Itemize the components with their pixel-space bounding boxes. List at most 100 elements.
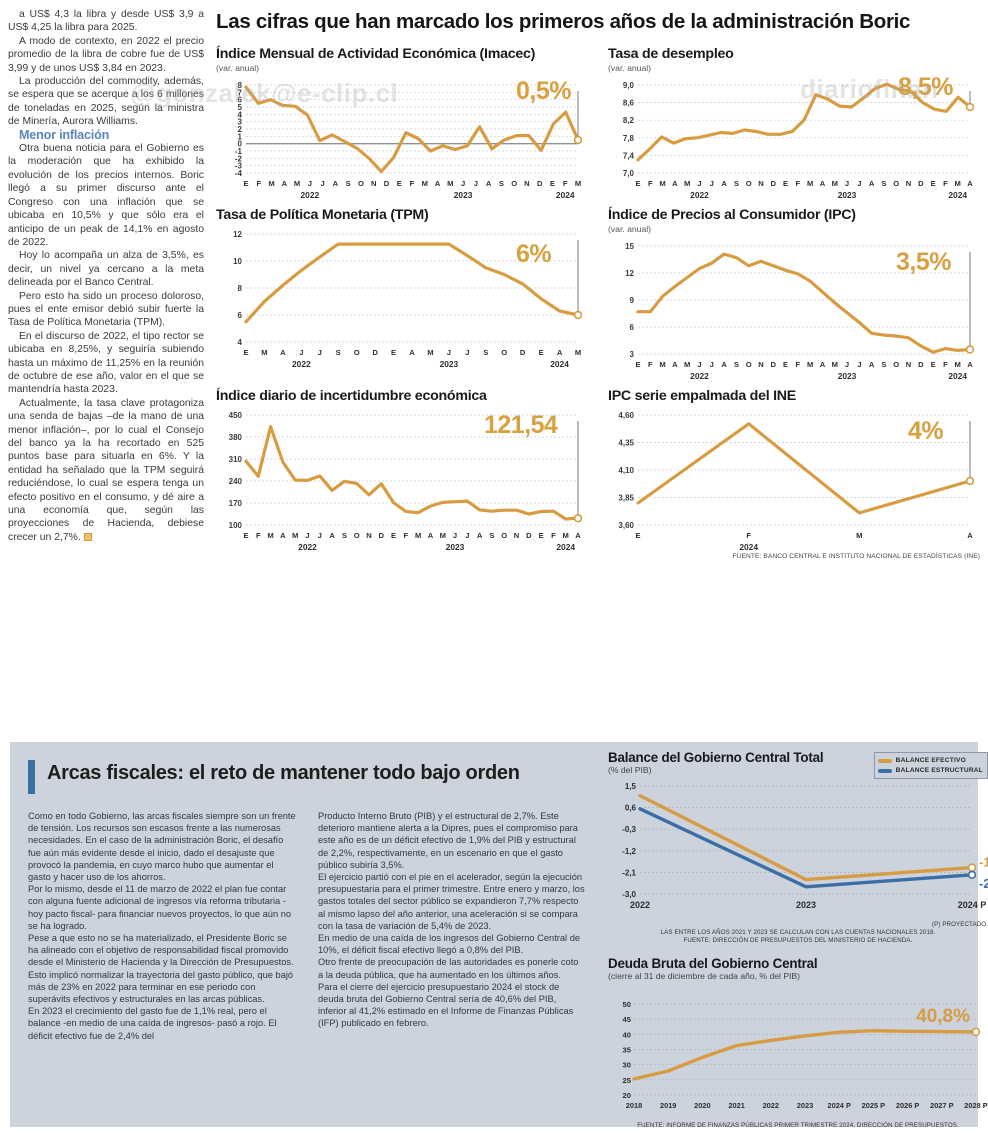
article-paragraph: La producción del commodity, además, se … <box>8 76 204 128</box>
svg-text:M: M <box>575 179 581 188</box>
article2-title: Arcas fiscales: el reto de mantener todo… <box>47 762 520 784</box>
article2-paragraph: El ejercicio partió con el pie en el ace… <box>318 872 585 931</box>
svg-text:2021: 2021 <box>728 1101 744 1110</box>
article-paragraph: Pero esto ha sido un proceso doloroso, p… <box>8 290 204 329</box>
chart-ipc: Índice de Precios al Consumidor (IPC) (va… <box>608 207 980 384</box>
svg-text:E: E <box>243 179 248 188</box>
chart-plot-imacec: 8 7 6 5 4 3 2 1 0 -1 -2 -3 -4 E F M A M J J A S O N D E F M A M J J A S O N… <box>216 75 588 203</box>
svg-text:D: D <box>771 360 777 369</box>
chart-note: FUENTE: DIRECCIÓN DE PRESUPUESTOS DEL MI… <box>683 937 913 945</box>
svg-text:A: A <box>721 360 727 369</box>
svg-text:M: M <box>955 360 961 369</box>
svg-text:F: F <box>563 179 568 188</box>
accent-bar <box>28 760 35 794</box>
svg-text:2025 P: 2025 P <box>862 1101 885 1110</box>
svg-text:E: E <box>931 360 936 369</box>
svg-text:2018: 2018 <box>626 1101 642 1110</box>
svg-text:-3,0: -3,0 <box>622 890 636 899</box>
svg-text:6: 6 <box>238 311 243 320</box>
svg-text:O: O <box>354 348 360 357</box>
legend-label: BALANCE EFECTIVO <box>895 757 966 764</box>
legend-item: BALANCE ESTRUCTURAL <box>877 766 983 775</box>
chart-plot-ipc: 15 12 9 6 3 E F M A M J J A S O N D E F M A M J J A S O N D E F M A 2022 2… <box>608 236 980 384</box>
article2-paragraph: En 2023 el crecimiento del gasto fue de … <box>28 1006 277 1041</box>
svg-text:M: M <box>440 531 446 540</box>
svg-text:E: E <box>397 179 402 188</box>
chart-ipc_ine: IPC serie empalmada del INE 4,60 4,35 4,10 3… <box>608 388 980 555</box>
chart-incertidumbre: Índice diario de incertidumbre económica… <box>216 388 588 555</box>
svg-text:A: A <box>280 348 286 357</box>
svg-text:M: M <box>807 179 813 188</box>
svg-text:D: D <box>520 348 526 357</box>
svg-text:E: E <box>635 179 640 188</box>
svg-text:M: M <box>261 348 267 357</box>
svg-text:J: J <box>318 531 322 540</box>
chart-highlight-value: 0,5% <box>516 77 571 105</box>
svg-text:D: D <box>379 531 385 540</box>
svg-text:7,4: 7,4 <box>623 151 635 160</box>
svg-text:A: A <box>282 179 288 188</box>
svg-text:4: 4 <box>238 110 243 119</box>
fiscal-charts: Balance del Gobierno Central Total (% de… <box>608 750 988 1130</box>
svg-text:J: J <box>447 348 451 357</box>
chart-legend: BALANCE EFECTIVO BALANCE ESTRUCTURAL <box>873 752 988 779</box>
svg-text:S: S <box>489 531 494 540</box>
svg-text:25: 25 <box>623 1075 632 1084</box>
svg-text:E: E <box>243 348 248 357</box>
chart-subtitle-ipc: (var. anual) <box>608 224 651 234</box>
svg-text:4,60: 4,60 <box>618 411 634 420</box>
article-paragraph: En el discurso de 2022, el tipo rector s… <box>8 330 204 396</box>
svg-text:2024 P: 2024 P <box>958 900 987 910</box>
legend-item: BALANCE EFECTIVO <box>877 756 983 765</box>
article2-col1: Como en todo Gobierno, las arcas fiscale… <box>28 810 296 1042</box>
chart-highlight-value: 6% <box>516 240 552 268</box>
svg-text:6: 6 <box>238 96 243 105</box>
svg-text:J: J <box>857 179 861 188</box>
svg-text:A: A <box>486 179 492 188</box>
svg-text:M: M <box>659 179 665 188</box>
svg-text:N: N <box>758 360 763 369</box>
svg-text:E: E <box>539 531 544 540</box>
svg-text:A: A <box>967 360 973 369</box>
chart-grid: Índice Mensual de Actividad Económica (I… <box>216 46 980 555</box>
article-paragraph: a US$ 4,3 la libra y desde US$ 3,9 a US$… <box>8 9 204 34</box>
svg-text:8: 8 <box>238 284 243 293</box>
svg-text:J: J <box>710 360 714 369</box>
svg-text:O: O <box>893 360 899 369</box>
svg-text:2027 P: 2027 P <box>930 1101 953 1110</box>
svg-text:2022: 2022 <box>298 542 317 552</box>
svg-text:20: 20 <box>623 1091 631 1100</box>
svg-text:N: N <box>758 179 763 188</box>
chart-title-ipc_ine: IPC serie empalmada del INE <box>608 388 797 404</box>
svg-text:D: D <box>918 360 924 369</box>
svg-text:O: O <box>893 179 899 188</box>
svg-text:2026 P: 2026 P <box>896 1101 919 1110</box>
svg-text:E: E <box>783 360 788 369</box>
svg-text:A: A <box>329 531 335 540</box>
svg-text:J: J <box>697 179 701 188</box>
chart-title-balance: Balance del Gobierno Central Total <box>608 750 824 765</box>
svg-text:A: A <box>967 531 973 540</box>
svg-text:J: J <box>710 179 714 188</box>
svg-text:45: 45 <box>623 1015 632 1024</box>
svg-text:O: O <box>354 531 360 540</box>
article-paragraph: Otra buena noticia para el Gobierno es l… <box>8 143 204 248</box>
article-paragraph: A modo de contexto, en 2022 el precio pr… <box>8 35 204 74</box>
svg-text:-2,2: -2,2 <box>979 876 988 891</box>
chart-plot-desempleo: 9,0 8,6 8,2 7,8 7,4 7,0 E F M A M J J A S O N D E F M A M J J A S O… <box>608 75 980 203</box>
svg-text:F: F <box>648 179 653 188</box>
svg-text:N: N <box>514 531 519 540</box>
svg-text:2023: 2023 <box>796 900 816 910</box>
svg-text:2024: 2024 <box>556 542 575 552</box>
svg-text:40,8%: 40,8% <box>916 1006 970 1027</box>
svg-text:J: J <box>320 179 324 188</box>
svg-text:8,6: 8,6 <box>623 99 635 108</box>
svg-text:J: J <box>318 348 322 357</box>
svg-text:F: F <box>648 360 653 369</box>
chart-note: (P) PROYECTADO. <box>931 921 988 928</box>
svg-text:S: S <box>342 531 347 540</box>
svg-text:S: S <box>483 348 488 357</box>
svg-text:0: 0 <box>238 140 243 149</box>
svg-text:J: J <box>465 531 469 540</box>
svg-text:M: M <box>684 360 690 369</box>
